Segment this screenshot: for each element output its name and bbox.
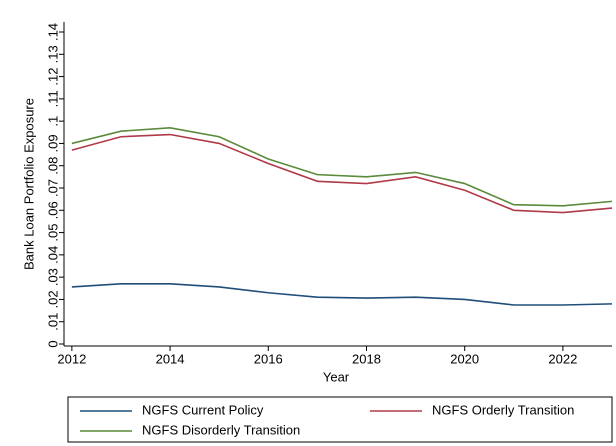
x-tick-label: 2018 [352, 351, 381, 366]
y-tick-label: .01 [45, 313, 60, 331]
x-tick-label: 2014 [156, 351, 185, 366]
y-tick-label: .12 [45, 68, 60, 86]
y-tick-label: .06 [45, 201, 60, 219]
series-line [71, 283, 613, 306]
y-tick-label: .04 [45, 246, 60, 264]
series-line [71, 133, 613, 214]
y-tick-label: .1 [45, 116, 60, 127]
y-tick-label: .14 [45, 23, 60, 41]
legend-label: NGFS Current Policy [142, 402, 264, 417]
x-axis-label: Year [323, 369, 350, 384]
x-tick-label: 2012 [57, 351, 86, 366]
y-tick-label: .07 [45, 179, 60, 197]
y-tick-label: .11 [45, 90, 60, 107]
y-tick-label: .05 [45, 224, 60, 242]
y-tick-label: .03 [45, 268, 60, 286]
y-tick-label: .09 [45, 134, 60, 152]
x-tick-label: 2022 [548, 351, 577, 366]
series-line [71, 127, 613, 207]
y-tick-label: .08 [45, 157, 60, 175]
legend-box [67, 396, 613, 443]
legend-label: NGFS Orderly Transition [432, 402, 574, 417]
y-axis-label: Bank Loan Portfolio Exposure [21, 98, 36, 270]
y-tick-label: 0 [45, 340, 60, 347]
y-tick-label: .02 [45, 290, 60, 308]
x-tick-label: 2016 [254, 351, 283, 366]
x-tick-label: 2020 [450, 351, 479, 366]
y-tick-label: .13 [45, 45, 60, 63]
legend-label: NGFS Disorderly Transition [142, 422, 300, 437]
